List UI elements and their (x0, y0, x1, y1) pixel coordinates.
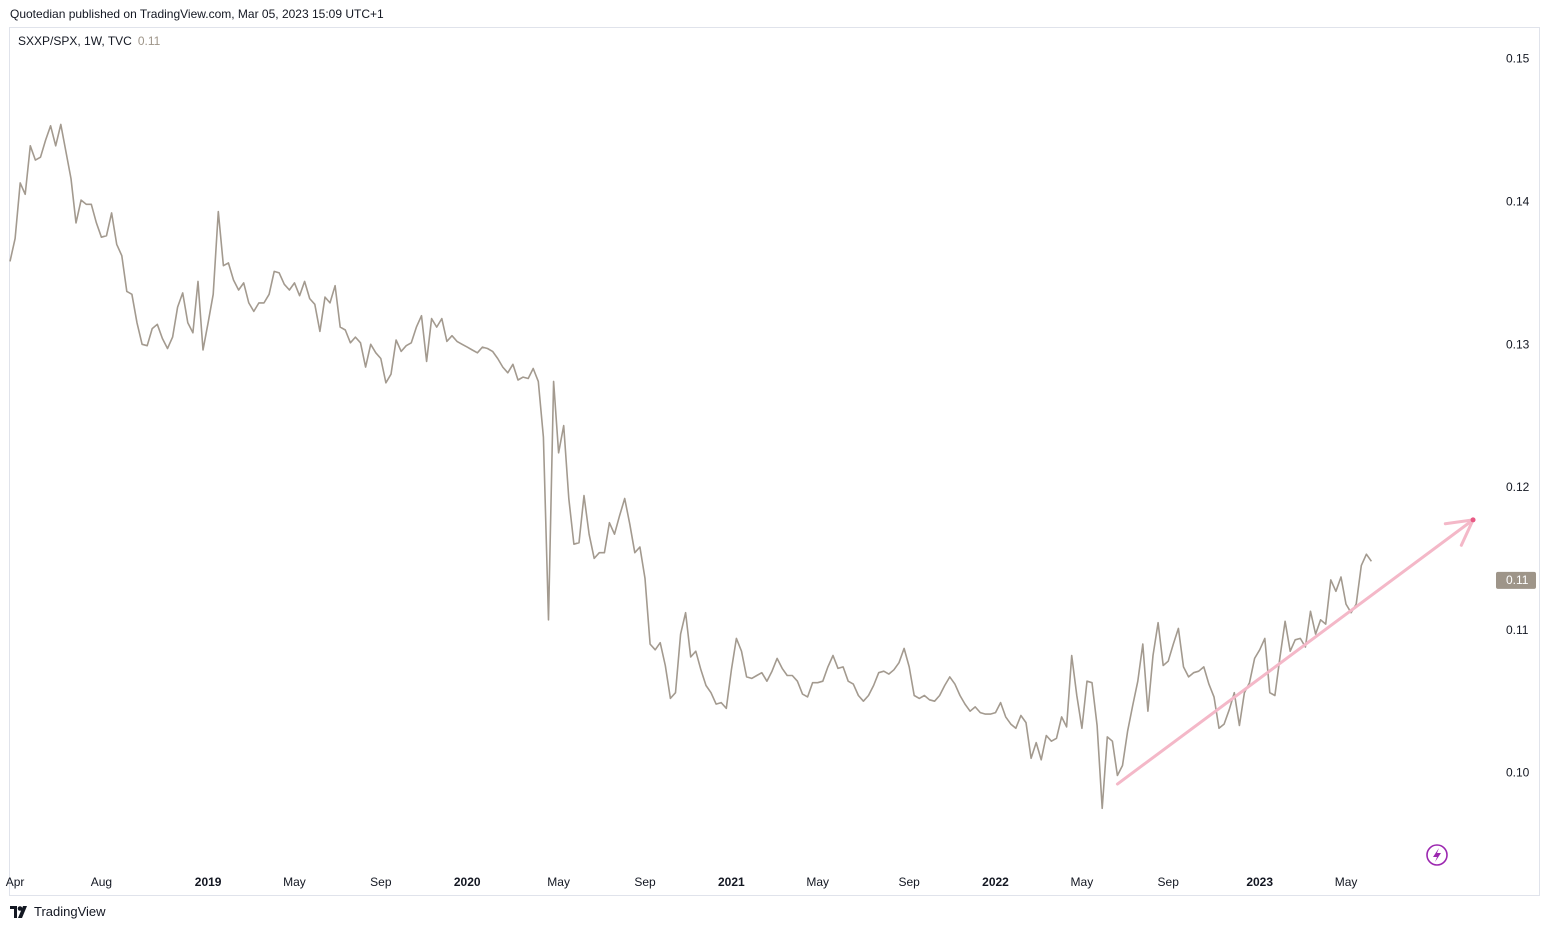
last-price-badge-box (1496, 571, 1536, 589)
x-tick-label: May (283, 875, 306, 889)
publisher-header: Quotedian published on TradingView.com, … (10, 7, 384, 21)
y-tick-label: 0.14 (1506, 194, 1530, 208)
symbol-legend-title: SXXP/SPX, 1W, TVC (18, 34, 132, 48)
price-axis[interactable]: 0.10 0.11 0.12 0.13 0.14 0.15 (1506, 52, 1530, 780)
x-tick-label: May (1335, 875, 1358, 889)
lightning-icon[interactable] (1426, 844, 1448, 866)
x-tick-label: Sep (1158, 875, 1180, 889)
symbol-legend[interactable]: SXXP/SPX, 1W, TVC 0.11 (18, 34, 160, 48)
last-price-badge-text: 0.11 (1506, 573, 1529, 587)
x-tick-label: 2023 (1246, 875, 1273, 889)
series-layer (9, 123, 1373, 810)
last-price-badge: 0.11 (1496, 571, 1536, 589)
trend-arrow-anchor[interactable] (1470, 517, 1476, 523)
x-tick-label: 2019 (195, 875, 222, 889)
x-tick-label: 2022 (982, 875, 1009, 889)
time-axis[interactable]: Apr Aug 2019 May Sep 2020 May Sep 2021 May Sep 2022… (6, 875, 1358, 889)
y-tick-label: 0.12 (1506, 480, 1530, 494)
tradingview-footer[interactable]: TradingView (10, 904, 106, 919)
chart-frame[interactable] (9, 27, 1540, 896)
y-tick-label: 0.15 (1506, 52, 1530, 66)
x-tick-label: May (806, 875, 829, 889)
x-tick-label: Sep (898, 875, 920, 889)
x-tick-label: May (547, 875, 570, 889)
annotation-layer (1115, 517, 1476, 786)
x-tick-label: Sep (370, 875, 392, 889)
x-tick-label: Apr (6, 875, 25, 889)
x-tick-label: May (1071, 875, 1094, 889)
x-tick-label: 2021 (718, 875, 745, 889)
series-line-0[interactable] (9, 123, 1373, 810)
trend-arrow-shaft[interactable] (1115, 518, 1475, 786)
x-tick-label: 2020 (454, 875, 481, 889)
x-tick-label: Aug (91, 875, 112, 889)
tradingview-logo-icon (10, 905, 27, 918)
y-tick-label: 0.11 (1506, 623, 1529, 637)
y-tick-label: 0.10 (1506, 766, 1530, 780)
tradingview-brand: TradingView (34, 904, 106, 919)
symbol-legend-value: 0.11 (137, 34, 161, 48)
x-tick-label: Sep (634, 875, 656, 889)
y-tick-label: 0.13 (1506, 337, 1530, 351)
